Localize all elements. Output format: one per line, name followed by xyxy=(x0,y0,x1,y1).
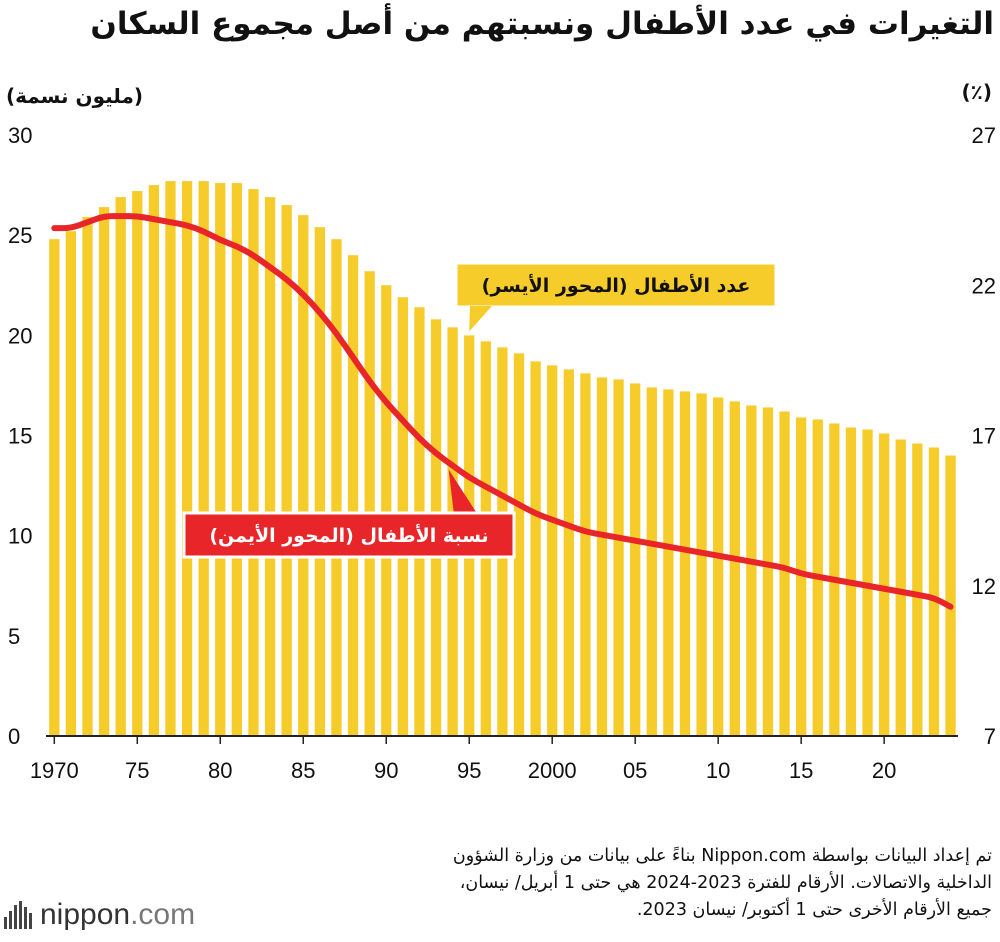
bar-2001 xyxy=(563,369,574,736)
callout-pointer xyxy=(448,469,478,515)
bar-1990 xyxy=(381,285,392,736)
line-layer xyxy=(51,213,954,610)
bar-2005 xyxy=(630,383,641,736)
bar-1981 xyxy=(231,183,243,736)
bar-2010 xyxy=(713,397,724,736)
source-line: جميع الأرقام الأخرى حتى 1 أكتوبر/ نيسان … xyxy=(636,900,992,920)
callout-box xyxy=(182,511,516,559)
bar-2000 xyxy=(547,365,558,736)
bar-2024 xyxy=(945,455,956,736)
x-tick-label: 95 xyxy=(457,758,481,783)
bar-1983 xyxy=(264,197,276,736)
callout-pointer-fill xyxy=(469,306,492,332)
bar-1976 xyxy=(148,185,160,737)
callout-children-ratio-label: نسبة الأطفال (المحور الأيمن) xyxy=(209,524,488,547)
bar-2015 xyxy=(796,417,807,736)
ratio-line xyxy=(51,213,954,610)
bar-1989 xyxy=(364,271,375,736)
bar-1972 xyxy=(82,217,93,737)
bar-1970 xyxy=(49,239,60,736)
bar-2003 xyxy=(596,377,608,736)
bar-1987 xyxy=(331,239,342,736)
right-tick-label: 7 xyxy=(984,724,996,749)
left-tick-label: 15 xyxy=(8,424,32,449)
nippon-logo-icon xyxy=(4,901,32,929)
right-axis-unit: (٪) xyxy=(961,80,993,104)
bar-1986 xyxy=(314,227,325,737)
bar-1982 xyxy=(248,189,259,737)
bar-1971 xyxy=(65,231,77,736)
bar-1979 xyxy=(198,181,209,736)
right-tick-label: 12 xyxy=(972,574,996,599)
left-tick-label: 30 xyxy=(8,123,32,148)
x-tick-label: 15 xyxy=(789,758,813,783)
bar-2004 xyxy=(613,379,624,736)
left-tick-label: 10 xyxy=(8,524,32,549)
callout-box xyxy=(454,261,778,309)
bar-2007 xyxy=(663,389,674,736)
right-tick-label: 22 xyxy=(972,273,996,298)
bar-1978 xyxy=(181,181,193,736)
left-tick-label: 0 xyxy=(8,724,20,749)
left-axis-unit: (مليون نسمة) xyxy=(6,84,143,108)
left-tick-label: 5 xyxy=(8,624,20,649)
x-tick-label: 1970 xyxy=(30,758,79,783)
callout-children-count: عدد الأطفال (المحور الأيسر) xyxy=(454,261,778,337)
bar-1984 xyxy=(281,205,292,736)
callouts-layer: عدد الأطفال (المحور الأيسر) نسبة الأطفال … xyxy=(182,261,778,559)
x-tick-label: 10 xyxy=(706,758,730,783)
x-tick-label: 85 xyxy=(291,758,315,783)
bar-2014 xyxy=(779,411,790,736)
left-tick-label: 20 xyxy=(8,323,32,348)
bar-2002 xyxy=(580,373,591,736)
source-line: تم إعداد البيانات بواسطة Nippon.com بناء… xyxy=(452,846,992,866)
bar-2020 xyxy=(878,433,890,736)
bar-1985 xyxy=(298,215,309,737)
bar-2008 xyxy=(679,391,691,736)
bar-1998 xyxy=(513,353,525,736)
bar-2021 xyxy=(895,439,906,736)
source-line: الداخلية والاتصالات. الأرقام للفترة 2023… xyxy=(459,873,992,893)
bar-1980 xyxy=(215,183,226,736)
left-tick-label: 25 xyxy=(8,223,32,248)
bar-1988 xyxy=(347,255,359,736)
bar-1974 xyxy=(115,197,126,736)
right-tick-label: 17 xyxy=(972,424,996,449)
bar-2011 xyxy=(729,401,740,736)
right-tick-label: 27 xyxy=(972,123,996,148)
x-tick-label: 05 xyxy=(623,758,647,783)
nippon-logo-text: nippon.com xyxy=(40,898,196,931)
bar-1973 xyxy=(98,207,110,736)
bar-2023 xyxy=(928,447,940,736)
bar-2022 xyxy=(912,443,923,736)
nippon-logo: nippon.com xyxy=(4,898,195,932)
x-tick-label: 20 xyxy=(872,758,896,783)
bar-1975 xyxy=(132,191,143,737)
callout-children-ratio: نسبة الأطفال (المحور الأيمن) xyxy=(182,469,516,559)
bar-2012 xyxy=(746,405,757,736)
bar-2013 xyxy=(762,407,774,736)
bar-2009 xyxy=(696,393,707,736)
bar-1999 xyxy=(530,361,541,736)
callout-children-count-label: عدد الأطفال (المحور الأيسر) xyxy=(482,274,751,297)
source-note: تم إعداد البيانات بواسطة Nippon.com بناء… xyxy=(252,843,992,924)
x-tick-label: 2000 xyxy=(528,758,577,783)
chart-title: التغيرات في عدد الأطفال ونسبتهم من أصل م… xyxy=(90,6,994,42)
x-tick-label: 80 xyxy=(208,758,232,783)
bar-2006 xyxy=(646,387,657,736)
x-tick-label: 75 xyxy=(125,758,149,783)
x-tick-label: 90 xyxy=(374,758,398,783)
bar-1977 xyxy=(165,181,176,736)
